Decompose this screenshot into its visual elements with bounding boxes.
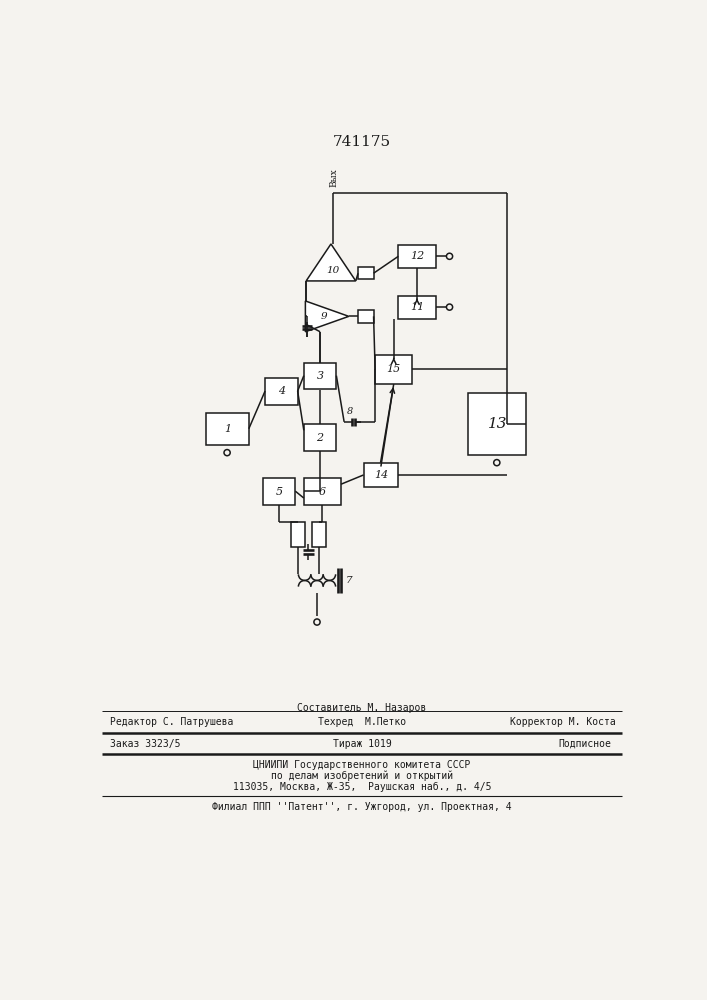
Text: Подписное: Подписное <box>558 739 611 749</box>
Text: Редактор С. Патрушева: Редактор С. Патрушева <box>110 717 233 727</box>
Text: 741175: 741175 <box>333 135 391 149</box>
Text: 15: 15 <box>387 364 401 374</box>
Text: 113035, Москва, Ж-35,  Раушская наб., д. 4/5: 113035, Москва, Ж-35, Раушская наб., д. … <box>233 782 491 792</box>
Text: 13: 13 <box>487 417 507 431</box>
Text: 6: 6 <box>319 487 326 497</box>
Bar <box>398 296 436 319</box>
Text: Тираж 1019: Тираж 1019 <box>332 739 392 749</box>
Text: Заказ 3323/5: Заказ 3323/5 <box>110 739 180 749</box>
Bar <box>358 267 373 279</box>
Bar <box>363 463 398 487</box>
Bar <box>358 310 373 323</box>
Text: Составитель М. Назаров: Составитель М. Назаров <box>298 703 426 713</box>
Bar <box>265 378 298 405</box>
Text: ЦНИИПИ Государственного комитета СССР: ЦНИИПИ Государственного комитета СССР <box>253 760 471 770</box>
Bar <box>304 363 337 389</box>
Polygon shape <box>306 244 356 281</box>
Bar <box>304 478 341 505</box>
Text: 14: 14 <box>374 470 388 480</box>
Text: 9: 9 <box>321 312 327 321</box>
Text: 2: 2 <box>317 433 324 443</box>
Text: по делам изобретений и открытий: по делам изобретений и открытий <box>271 771 453 781</box>
Bar <box>468 393 526 455</box>
Bar <box>312 522 325 547</box>
Text: 7: 7 <box>346 576 352 585</box>
Bar <box>263 478 296 505</box>
Text: Техред  М.Петко: Техред М.Петко <box>318 717 406 727</box>
Text: Филиал ППП ''Патент'', г. Ужгород, ул. Проектная, 4: Филиал ППП ''Патент'', г. Ужгород, ул. П… <box>212 802 512 812</box>
Text: 3: 3 <box>317 371 324 381</box>
Text: 10: 10 <box>326 266 339 275</box>
Bar <box>304 424 337 451</box>
Text: 4: 4 <box>278 386 285 396</box>
Text: 12: 12 <box>410 251 424 261</box>
Text: 5: 5 <box>276 487 283 497</box>
Bar <box>398 245 436 268</box>
Text: 1: 1 <box>224 424 231 434</box>
Bar <box>206 413 249 445</box>
Polygon shape <box>305 301 349 332</box>
Bar <box>375 355 412 384</box>
Text: Вых: Вых <box>329 168 339 187</box>
Text: 8: 8 <box>346 407 353 416</box>
Bar <box>291 522 305 547</box>
Text: 11: 11 <box>410 302 424 312</box>
Text: Корректор М. Коста: Корректор М. Коста <box>510 717 615 727</box>
